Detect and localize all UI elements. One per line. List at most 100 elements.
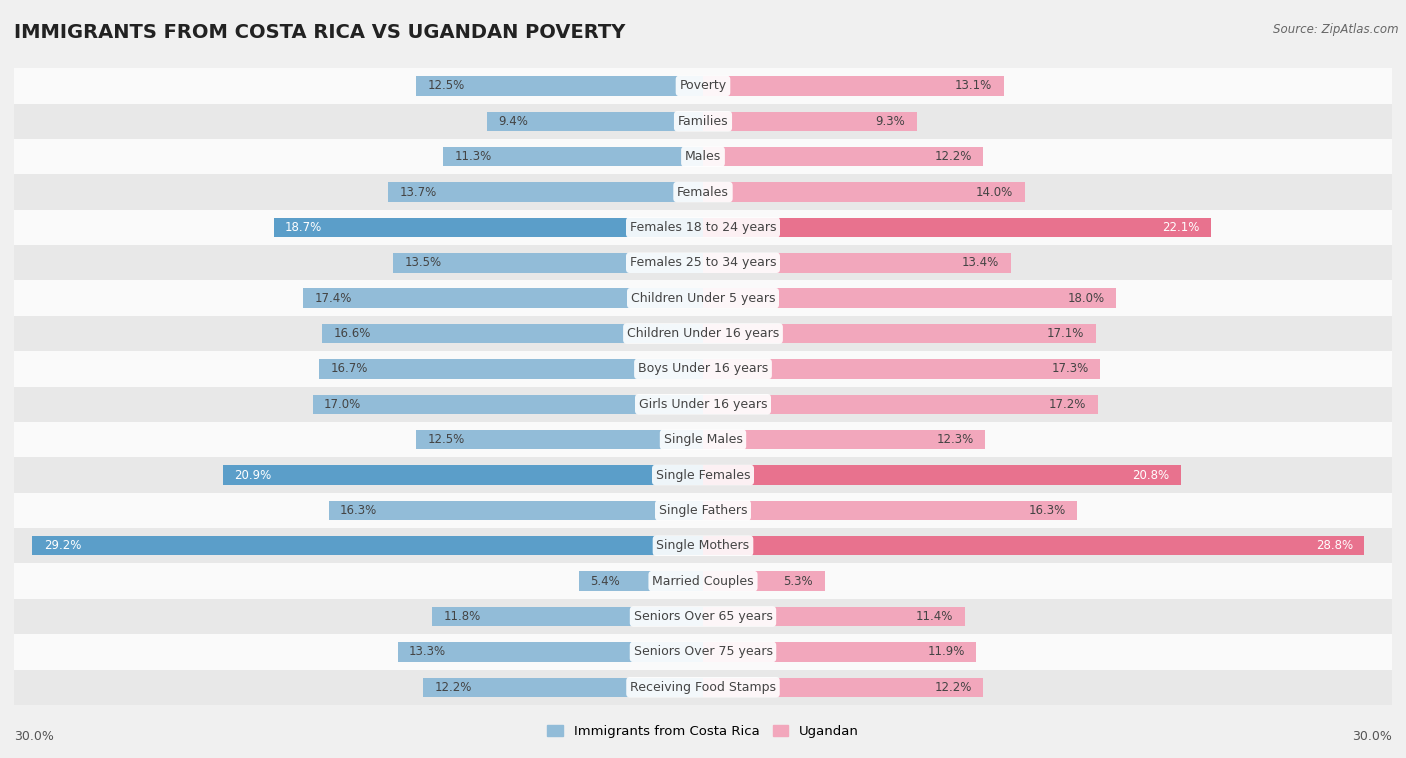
Bar <box>703 218 1211 237</box>
Text: 13.3%: 13.3% <box>409 645 446 659</box>
Bar <box>388 183 703 202</box>
Bar <box>423 678 703 697</box>
Bar <box>703 430 986 449</box>
Text: 11.3%: 11.3% <box>456 150 492 163</box>
Bar <box>703 324 1095 343</box>
Text: Seniors Over 65 years: Seniors Over 65 years <box>634 610 772 623</box>
Bar <box>703 572 825 591</box>
Text: 30.0%: 30.0% <box>1353 730 1392 743</box>
Bar <box>398 642 703 662</box>
Text: Girls Under 16 years: Girls Under 16 years <box>638 398 768 411</box>
Text: 22.1%: 22.1% <box>1161 221 1199 234</box>
Bar <box>322 324 703 343</box>
Bar <box>703 289 1116 308</box>
Bar <box>703 253 1011 273</box>
Bar <box>486 111 703 131</box>
Bar <box>14 422 1392 457</box>
Text: 12.3%: 12.3% <box>936 433 974 446</box>
Text: Boys Under 16 years: Boys Under 16 years <box>638 362 768 375</box>
Bar <box>14 316 1392 351</box>
Text: 9.3%: 9.3% <box>876 114 905 128</box>
Bar <box>14 387 1392 422</box>
Text: 17.1%: 17.1% <box>1047 327 1084 340</box>
Text: 16.7%: 16.7% <box>330 362 368 375</box>
Text: 17.2%: 17.2% <box>1049 398 1087 411</box>
Text: Seniors Over 75 years: Seniors Over 75 years <box>634 645 772 659</box>
Text: Poverty: Poverty <box>679 80 727 92</box>
Text: 12.5%: 12.5% <box>427 80 464 92</box>
Text: 17.4%: 17.4% <box>315 292 353 305</box>
Bar <box>32 536 703 556</box>
Bar <box>703 359 1101 379</box>
Text: 16.3%: 16.3% <box>340 504 377 517</box>
Text: 17.0%: 17.0% <box>323 398 361 411</box>
Text: 5.3%: 5.3% <box>783 575 813 587</box>
Bar <box>703 642 976 662</box>
Text: 9.4%: 9.4% <box>499 114 529 128</box>
Bar <box>703 77 1004 96</box>
Text: Source: ZipAtlas.com: Source: ZipAtlas.com <box>1274 23 1399 36</box>
Text: 29.2%: 29.2% <box>44 539 82 553</box>
Bar <box>312 395 703 414</box>
Text: 18.7%: 18.7% <box>285 221 322 234</box>
Text: Children Under 16 years: Children Under 16 years <box>627 327 779 340</box>
Bar <box>224 465 703 485</box>
Text: 12.2%: 12.2% <box>434 681 471 694</box>
Bar <box>14 104 1392 139</box>
Bar <box>14 599 1392 634</box>
Bar <box>703 111 917 131</box>
Text: 20.8%: 20.8% <box>1132 468 1170 481</box>
Bar <box>274 218 703 237</box>
Bar <box>14 68 1392 104</box>
Bar <box>329 501 703 520</box>
Text: 12.2%: 12.2% <box>935 150 972 163</box>
Bar <box>14 245 1392 280</box>
Text: Single Females: Single Females <box>655 468 751 481</box>
Text: IMMIGRANTS FROM COSTA RICA VS UGANDAN POVERTY: IMMIGRANTS FROM COSTA RICA VS UGANDAN PO… <box>14 23 626 42</box>
Text: Single Mothers: Single Mothers <box>657 539 749 553</box>
Text: 13.1%: 13.1% <box>955 80 993 92</box>
Bar <box>432 607 703 626</box>
Text: 14.0%: 14.0% <box>976 186 1012 199</box>
Text: Single Males: Single Males <box>664 433 742 446</box>
Bar <box>14 139 1392 174</box>
Bar <box>14 563 1392 599</box>
Text: 18.0%: 18.0% <box>1067 292 1105 305</box>
Bar <box>14 280 1392 316</box>
Bar <box>416 77 703 96</box>
Bar <box>14 669 1392 705</box>
Bar <box>304 289 703 308</box>
Bar <box>14 457 1392 493</box>
Text: 20.9%: 20.9% <box>235 468 271 481</box>
Text: Married Couples: Married Couples <box>652 575 754 587</box>
Bar <box>703 607 965 626</box>
Text: Females 18 to 24 years: Females 18 to 24 years <box>630 221 776 234</box>
Bar <box>392 253 703 273</box>
Bar <box>703 678 983 697</box>
Bar <box>579 572 703 591</box>
Bar <box>703 395 1098 414</box>
Text: Receiving Food Stamps: Receiving Food Stamps <box>630 681 776 694</box>
Text: 11.4%: 11.4% <box>915 610 953 623</box>
Bar <box>703 465 1181 485</box>
Text: 5.4%: 5.4% <box>591 575 620 587</box>
Text: 13.5%: 13.5% <box>405 256 441 269</box>
Text: 12.2%: 12.2% <box>935 681 972 694</box>
Bar <box>14 174 1392 210</box>
Bar <box>443 147 703 167</box>
Bar <box>703 501 1077 520</box>
Text: Single Fathers: Single Fathers <box>659 504 747 517</box>
Bar <box>14 493 1392 528</box>
Bar <box>14 634 1392 669</box>
Bar <box>319 359 703 379</box>
Text: 28.8%: 28.8% <box>1316 539 1353 553</box>
Text: 30.0%: 30.0% <box>14 730 53 743</box>
Bar <box>14 528 1392 563</box>
Text: 17.3%: 17.3% <box>1052 362 1088 375</box>
Text: 11.8%: 11.8% <box>443 610 481 623</box>
Bar <box>14 210 1392 245</box>
Text: 13.4%: 13.4% <box>962 256 1000 269</box>
Bar <box>703 147 983 167</box>
Text: Families: Families <box>678 114 728 128</box>
Text: Females 25 to 34 years: Females 25 to 34 years <box>630 256 776 269</box>
